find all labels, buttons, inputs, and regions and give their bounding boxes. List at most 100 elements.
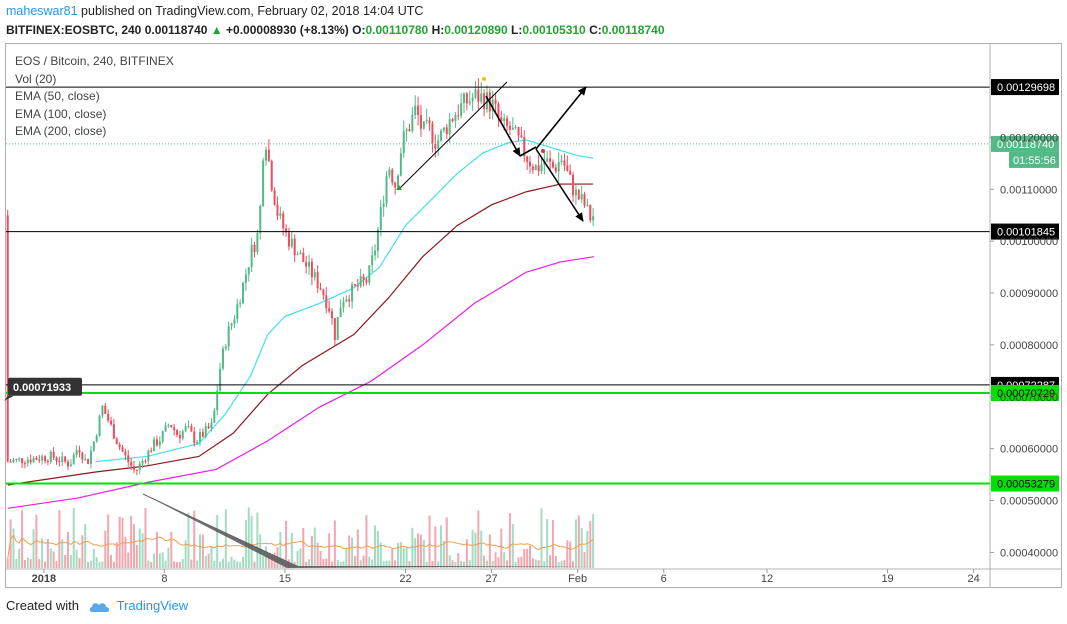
legend-vol[interactable]: Vol (20) (15, 71, 57, 86)
volume-bar (583, 552, 586, 568)
candle-body (141, 460, 144, 464)
volume-bar (454, 561, 457, 568)
candle-body (207, 426, 210, 429)
volume-ma-line (7, 534, 594, 559)
volume-bar (29, 559, 32, 568)
horizontal-lines[interactable]: 0.001296980.001018450.000722870.00070729… (4, 79, 1059, 492)
candle-body (503, 118, 506, 122)
volume-bar (342, 561, 345, 568)
time-tick-label: 27 (485, 573, 497, 585)
candle-body (316, 272, 319, 289)
candle-body (554, 167, 557, 172)
candle-body (193, 431, 196, 444)
candle-body (440, 130, 443, 141)
volume-bar (316, 542, 319, 568)
candle-body (325, 295, 328, 309)
candle-body (176, 430, 179, 436)
author-link[interactable]: maheswar81 (6, 4, 78, 18)
candle-body (353, 284, 356, 286)
drawings (142, 77, 595, 568)
price-tick-label: 0.00040000 (1000, 547, 1058, 559)
candle-body (92, 441, 95, 451)
candle-body (477, 89, 480, 102)
volume-bar (164, 560, 167, 568)
volume-bar (181, 559, 184, 568)
candle-body (190, 426, 193, 432)
candle-body (368, 265, 371, 283)
price-tick-label: 0.00060000 (1000, 444, 1058, 456)
candle-body (376, 229, 379, 251)
legend-ema100[interactable]: EMA (100, close) (15, 106, 107, 121)
arrow-down-1 (485, 95, 521, 157)
volume-bar (78, 558, 81, 568)
symbol: BITFINEX:EOSBTC, 240 (6, 23, 142, 37)
tradingview-link[interactable]: TradingView (116, 598, 189, 613)
candle-body (144, 460, 147, 462)
volume-bar (549, 555, 552, 568)
candle-body (89, 450, 92, 464)
candle-body (46, 461, 49, 463)
price-label: 0.00053279 (997, 479, 1055, 491)
candle-body (491, 99, 494, 112)
candle-body (474, 89, 477, 98)
volume-bar (75, 549, 78, 568)
candle-body (511, 127, 514, 130)
candle-body (577, 189, 580, 200)
ema200-line (7, 256, 595, 509)
volume-bar (178, 561, 181, 568)
candle-body (81, 452, 84, 460)
volume-bar (477, 510, 480, 568)
candle-body (132, 465, 135, 470)
volume-bar (554, 555, 557, 568)
volume-bar (61, 539, 64, 568)
candle-body (371, 255, 374, 266)
volume-bar (127, 552, 130, 568)
volume-bar (445, 517, 448, 568)
trend-line-down (142, 493, 296, 567)
candle-body (110, 420, 113, 425)
h-value: 0.00120890 (444, 23, 508, 37)
candle-body (308, 261, 311, 267)
candle-body (540, 164, 543, 172)
candle-body (155, 439, 158, 446)
price-label-box (991, 475, 1059, 492)
volume-bar (592, 513, 595, 568)
last-price-box (991, 135, 1059, 152)
candle-body (362, 276, 365, 280)
candle-body (580, 194, 583, 200)
volume-bar (267, 555, 270, 568)
volume-bar (353, 556, 356, 568)
volume-bar (462, 561, 466, 568)
volume-bar (92, 548, 95, 568)
candle-body (262, 160, 265, 206)
volume-bar (560, 560, 563, 568)
volume-bar (161, 552, 164, 568)
volume-bar (437, 561, 440, 568)
legend-ema50[interactable]: EMA (50, close) (15, 89, 100, 103)
countdown-label: 01:55:56 (1013, 155, 1056, 167)
volume-bar (219, 561, 222, 568)
candle-body (153, 439, 156, 452)
candle-body (29, 459, 32, 463)
candle-body (276, 204, 279, 216)
candle-body (210, 422, 213, 429)
crosshair-label: 0.00071933 (13, 382, 71, 394)
candle-body (356, 285, 359, 287)
volume-bar (176, 561, 179, 568)
candle-body (546, 158, 549, 162)
candle-body (135, 469, 138, 471)
volume-bar (302, 528, 305, 568)
candle-body (313, 272, 316, 278)
legend-ema200[interactable]: EMA (200, close) (15, 124, 107, 138)
candle-body (181, 431, 184, 439)
legend: EOS / Bitcoin, 240, BITFINEX Vol (20) EM… (15, 53, 174, 141)
candle-body (124, 451, 127, 456)
volume-bar (190, 559, 193, 568)
volume-bar (104, 530, 107, 568)
candle-body (167, 424, 170, 426)
candle-body (359, 276, 362, 287)
candle-body (130, 462, 133, 466)
candle-body (64, 456, 67, 462)
volume-bar (391, 548, 394, 568)
